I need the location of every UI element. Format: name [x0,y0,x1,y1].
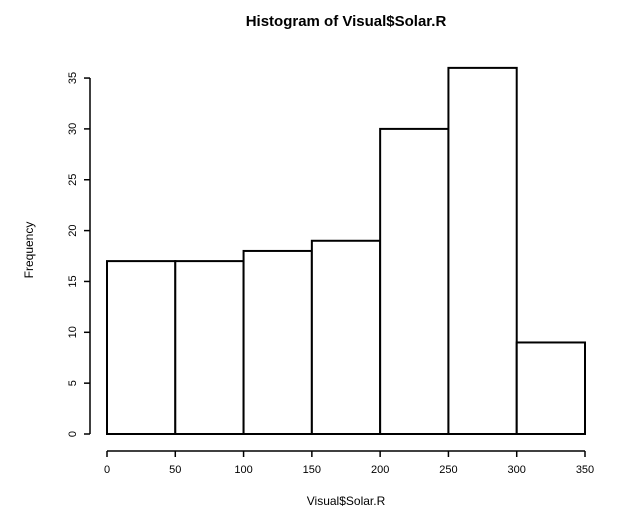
x-axis-label: Visual$Solar.R [307,494,386,508]
y-tick-label: 15 [67,275,79,287]
histogram-bar [106,260,177,435]
x-tick-label: 350 [576,464,594,476]
x-tick-label: 50 [169,464,181,476]
y-tick-label: 35 [67,72,79,84]
y-axis: 0 5 10 15 20 25 30 35 [67,72,91,437]
y-tick-label: 5 [67,380,79,386]
y-axis-label: Frequency [22,222,36,279]
x-tick-label: 150 [303,464,321,476]
histogram-bar [447,66,518,435]
x-tick-label: 0 [104,464,110,476]
y-tick-label: 0 [67,431,79,437]
histogram-bar [515,341,587,435]
chart-title: Histogram of Visual$Solar.R [246,13,447,30]
x-tick-label: 250 [439,464,457,476]
y-tick-label: 25 [67,174,79,186]
x-tick-label: 200 [371,464,389,476]
histogram-bar [174,260,245,435]
x-axis: 0 50 100 150 200 250 300 350 [104,450,594,476]
x-tick-label: 100 [234,464,252,476]
y-tick-label: 10 [67,326,79,338]
x-tick-label: 300 [508,464,526,476]
bars-group [106,66,587,435]
histogram-bar [379,127,450,435]
histogram-bar [242,249,313,435]
histogram-bar [310,239,382,435]
y-tick-label: 20 [67,224,79,236]
y-tick-label: 30 [67,123,79,135]
